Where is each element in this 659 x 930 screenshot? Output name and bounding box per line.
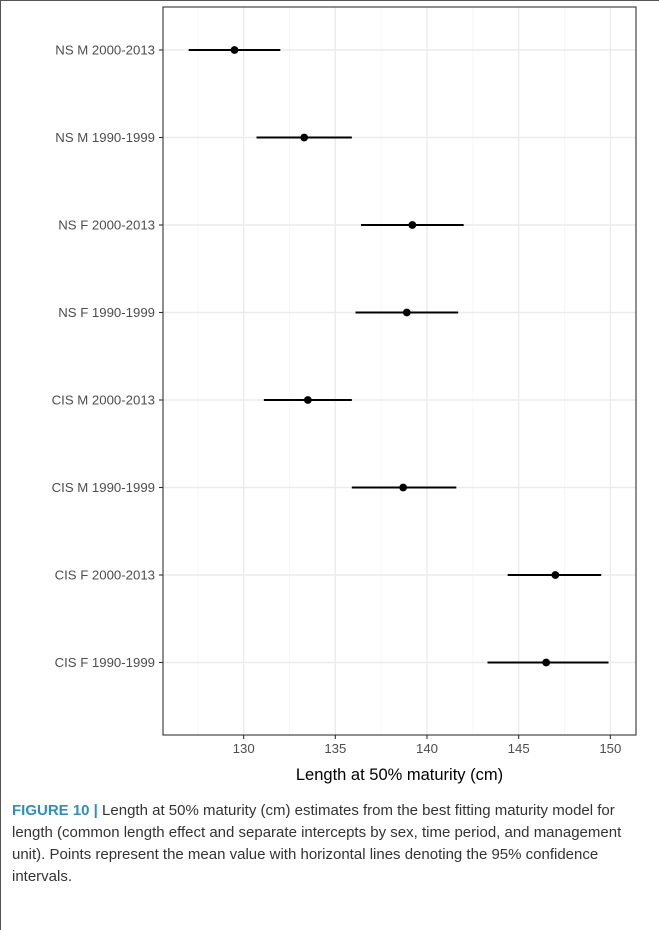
data-point <box>303 396 312 404</box>
y-tick-label: CIS M 2000-2013 <box>52 393 155 408</box>
marks-layer <box>188 46 609 667</box>
chart-svg: NS M 2000-2013 NS M 1990-1999 NS F 2000-20… <box>52 6 637 784</box>
y-tick-label: NS M 1990-1999 <box>55 130 155 145</box>
y-tick-label: CIS F 2000-2013 <box>55 568 155 583</box>
figure-caption: FIGURE 10 | Length at 50% maturity (cm) … <box>12 800 648 888</box>
y-tick-label: CIS M 1990-1999 <box>52 480 155 495</box>
x-axis: 130 135 140 145 150 <box>233 735 621 756</box>
x-tick-label: 145 <box>508 741 530 756</box>
y-tick-label: NS F 1990-1999 <box>58 305 155 320</box>
panel-border <box>162 6 637 736</box>
data-point <box>402 308 411 317</box>
data-point <box>551 571 560 579</box>
x-axis-title: Length at 50% maturity (cm) <box>296 766 503 784</box>
y-tick-label: NS M 2000-2013 <box>55 43 155 58</box>
x-tick-label: 130 <box>233 741 255 756</box>
caption-text: Length at 50% maturity (cm) estimates fr… <box>12 802 622 885</box>
data-point <box>399 483 408 492</box>
data-point <box>542 658 551 667</box>
data-point <box>408 221 417 229</box>
grid-layer <box>163 7 636 735</box>
y-axis: NS M 2000-2013 NS M 1990-1999 NS F 2000-20… <box>52 43 163 670</box>
x-tick-label: 135 <box>324 741 346 756</box>
y-tick-label: CIS F 1990-1999 <box>55 655 155 670</box>
x-tick-label: 150 <box>599 741 621 756</box>
data-point <box>300 133 309 142</box>
caption-label: FIGURE 10 | <box>12 802 98 819</box>
y-tick-label: NS F 2000-2013 <box>58 218 155 233</box>
x-tick-label: 140 <box>416 741 438 756</box>
data-point <box>230 46 239 54</box>
